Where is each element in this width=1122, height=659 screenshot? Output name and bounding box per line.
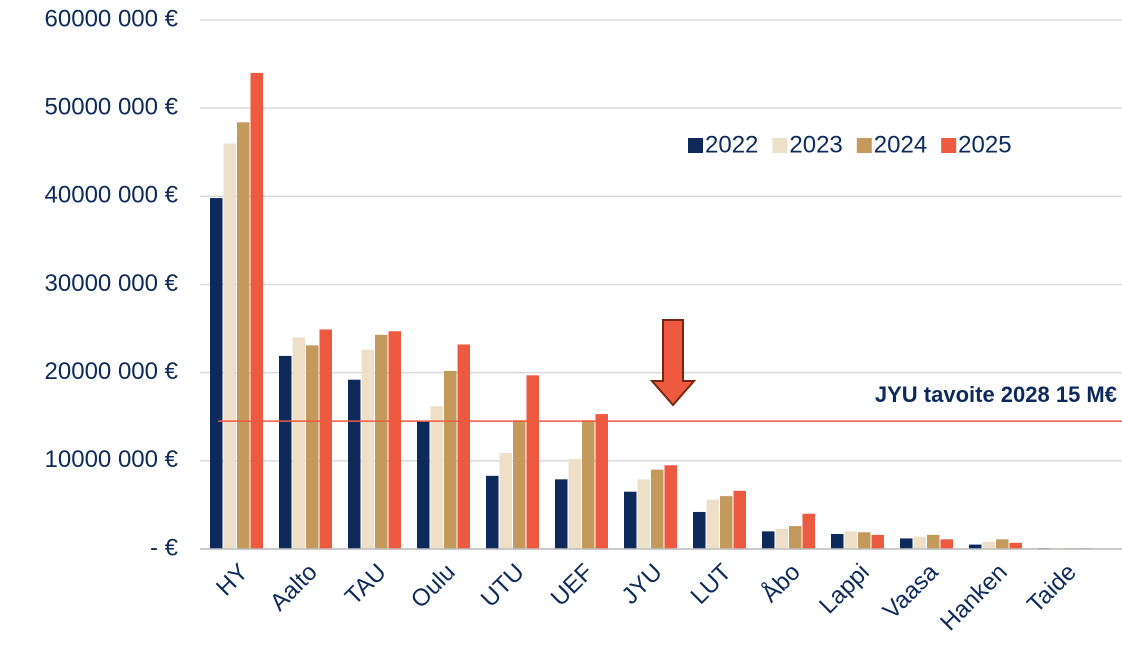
bar xyxy=(1009,542,1022,549)
bar xyxy=(348,379,361,549)
legend-swatch xyxy=(856,138,872,153)
x-tick-label: JYU xyxy=(617,559,668,610)
bar xyxy=(762,531,775,549)
x-tick-label: Aalto xyxy=(265,559,323,617)
bar xyxy=(430,406,443,549)
bar xyxy=(706,499,719,549)
x-tick-label: Åbo xyxy=(756,558,806,608)
x-tick-label: Vaasa xyxy=(878,558,944,624)
bar xyxy=(444,370,457,549)
x-tick-label: Taide xyxy=(1022,559,1082,619)
bar xyxy=(733,490,746,549)
bar xyxy=(223,143,236,549)
bar xyxy=(844,531,857,549)
bar xyxy=(361,349,374,549)
bar xyxy=(940,539,953,549)
legend-label: 2022 xyxy=(705,131,758,158)
legend-label: 2024 xyxy=(874,131,927,158)
legend-swatch xyxy=(772,138,788,153)
bar xyxy=(624,491,637,549)
arrow xyxy=(649,319,697,407)
reference-label: JYU tavoite 2028 15 M€ xyxy=(875,382,1117,407)
bar xyxy=(306,345,319,549)
bar xyxy=(457,344,470,549)
bar xyxy=(388,331,401,549)
bar xyxy=(555,479,568,549)
bar xyxy=(279,355,292,549)
bar xyxy=(802,513,815,549)
bar xyxy=(913,536,926,549)
bar xyxy=(651,469,664,549)
legend-label: 2023 xyxy=(789,131,842,158)
bar xyxy=(693,511,706,549)
bar xyxy=(595,414,608,549)
bar xyxy=(775,528,788,549)
bar xyxy=(250,72,263,550)
y-tick-label: 60000 000 € xyxy=(45,5,179,32)
y-tick-label: 20000 000 € xyxy=(45,358,179,385)
bar xyxy=(982,541,995,549)
bar xyxy=(237,122,250,550)
bar xyxy=(996,539,1009,549)
legend-swatch xyxy=(688,138,703,153)
bar xyxy=(720,496,733,549)
x-tick-label: TAU xyxy=(340,559,392,611)
bar xyxy=(375,334,388,549)
y-tick-label: 40000 000 € xyxy=(45,182,179,209)
x-tick-label: UEF xyxy=(546,559,599,612)
bar xyxy=(319,329,332,549)
bar xyxy=(927,534,940,549)
bar xyxy=(526,375,539,549)
bar xyxy=(568,459,581,549)
legend-label: 2025 xyxy=(958,131,1011,158)
x-tick-label: Lappi xyxy=(814,559,875,620)
arrow-shape xyxy=(649,319,697,407)
x-tick-label: HY xyxy=(211,559,254,602)
bar xyxy=(871,534,884,549)
bar xyxy=(582,420,595,549)
bar xyxy=(969,544,982,549)
bar xyxy=(417,421,430,549)
bar xyxy=(637,479,650,549)
x-tick-label: Hanken xyxy=(935,559,1013,637)
bar xyxy=(292,337,305,549)
bar xyxy=(831,534,844,549)
y-tick-label: 10000 000 € xyxy=(45,446,179,473)
y-tick-label: 30000 000 € xyxy=(45,270,179,297)
bar xyxy=(789,526,802,549)
bar xyxy=(499,452,512,549)
legend-swatch xyxy=(941,138,957,153)
bar xyxy=(486,475,499,549)
bar xyxy=(858,532,871,549)
bar xyxy=(513,420,526,549)
x-tick-label: LUT xyxy=(686,558,737,609)
bar xyxy=(900,538,913,549)
y-tick-label: - € xyxy=(150,534,179,561)
x-tick-label: Oulu xyxy=(406,559,461,614)
x-tick-label: UTU xyxy=(476,559,530,613)
bar xyxy=(664,465,677,549)
bar xyxy=(210,198,223,549)
y-tick-label: 50000 000 € xyxy=(45,94,179,121)
